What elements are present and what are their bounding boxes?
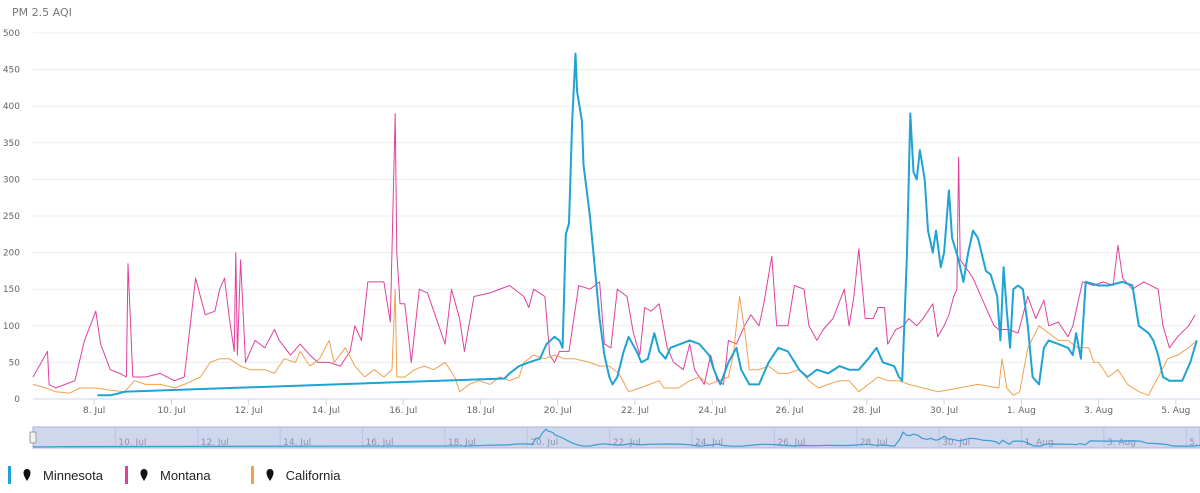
legend-label: Montana: [159, 467, 211, 483]
y-tick-label: 350: [3, 139, 20, 149]
legend-swatch: [8, 466, 11, 484]
x-tick-label: 10. Jul: [157, 406, 185, 416]
chart-canvas: 0 50 100 150 200 250 300 350 400 450 500 8. Jul 10. …: [3, 29, 1200, 449]
navigator-label: 30. Jul: [942, 438, 970, 448]
x-tick-label: 8. Jul: [83, 406, 105, 416]
navigator-label: 1. Aug: [1025, 438, 1054, 448]
series-line-minnesota: [97, 52, 1198, 397]
x-tick-label: 12. Jul: [235, 406, 263, 416]
y-tick-label: 300: [3, 175, 20, 185]
legend: Minnesota Montana California: [8, 466, 363, 484]
y-tick-label: 500: [3, 29, 20, 39]
legend-swatch: [250, 466, 254, 484]
series-line-california: [32, 288, 1198, 396]
y-tick-label: 200: [3, 249, 20, 259]
x-tick-label: 24. Jul: [698, 406, 726, 416]
navigator-label: 20. Jul: [530, 438, 558, 448]
navigator-label: 26. Jul: [777, 438, 805, 448]
y-tick-label: 450: [3, 66, 20, 76]
x-tick-label: 28. Jul: [853, 406, 881, 416]
navigator-label: 12. Jul: [201, 438, 229, 448]
navigator-label: 14. Jul: [283, 438, 311, 448]
x-tick-label: 3. Aug: [1084, 406, 1113, 416]
navigator-label: 16. Jul: [366, 438, 394, 448]
navigator-handle[interactable]: [29, 431, 37, 444]
legend-swatch: [124, 466, 128, 484]
x-tick-label: 18. Jul: [466, 406, 494, 416]
x-tick-label: 22. Jul: [621, 406, 649, 416]
y-tick-label: 50: [9, 358, 21, 368]
navigator-label: 3. Aug: [1107, 438, 1136, 448]
series-line-montana: [32, 113, 1196, 389]
x-tick-label: 26. Jul: [776, 406, 804, 416]
legend-item-california[interactable]: California: [250, 466, 341, 484]
y-tick-label: 250: [3, 212, 20, 222]
x-tick-label: 1. Aug: [1007, 406, 1036, 416]
map-pin-icon: [266, 469, 274, 481]
navigator-label: 10. Jul: [118, 438, 146, 448]
x-tick-label: 16. Jul: [389, 406, 417, 416]
legend-item-montana[interactable]: Montana: [124, 466, 211, 484]
navigator-label: 18. Jul: [448, 438, 476, 448]
navigator-label: 22. Jul: [613, 438, 641, 448]
legend-label: Minnesota: [43, 467, 103, 483]
legend-item-minnesota[interactable]: Minnesota: [8, 466, 103, 484]
y-tick-label: 100: [3, 322, 20, 332]
map-pin-icon: [140, 469, 148, 481]
navigator-label: 24. Jul: [695, 438, 723, 448]
navigator-label: 28. Jul: [860, 438, 888, 448]
x-tick-label: 20. Jul: [544, 406, 572, 416]
y-tick-label: 0: [14, 395, 20, 405]
navigator-label: 5. Aug: [1189, 438, 1200, 448]
legend-label: California: [285, 467, 341, 483]
x-tick-label: 5. Aug: [1161, 406, 1190, 416]
x-tick-label: 14. Jul: [312, 406, 340, 416]
x-tick-label: 30. Jul: [930, 406, 958, 416]
y-tick-label: 150: [3, 285, 20, 295]
y-tick-label: 400: [3, 102, 20, 112]
map-pin-icon: [23, 469, 31, 481]
chart-title: PM 2.5 AQI: [12, 6, 72, 19]
navigator-series-line: [32, 428, 1200, 448]
